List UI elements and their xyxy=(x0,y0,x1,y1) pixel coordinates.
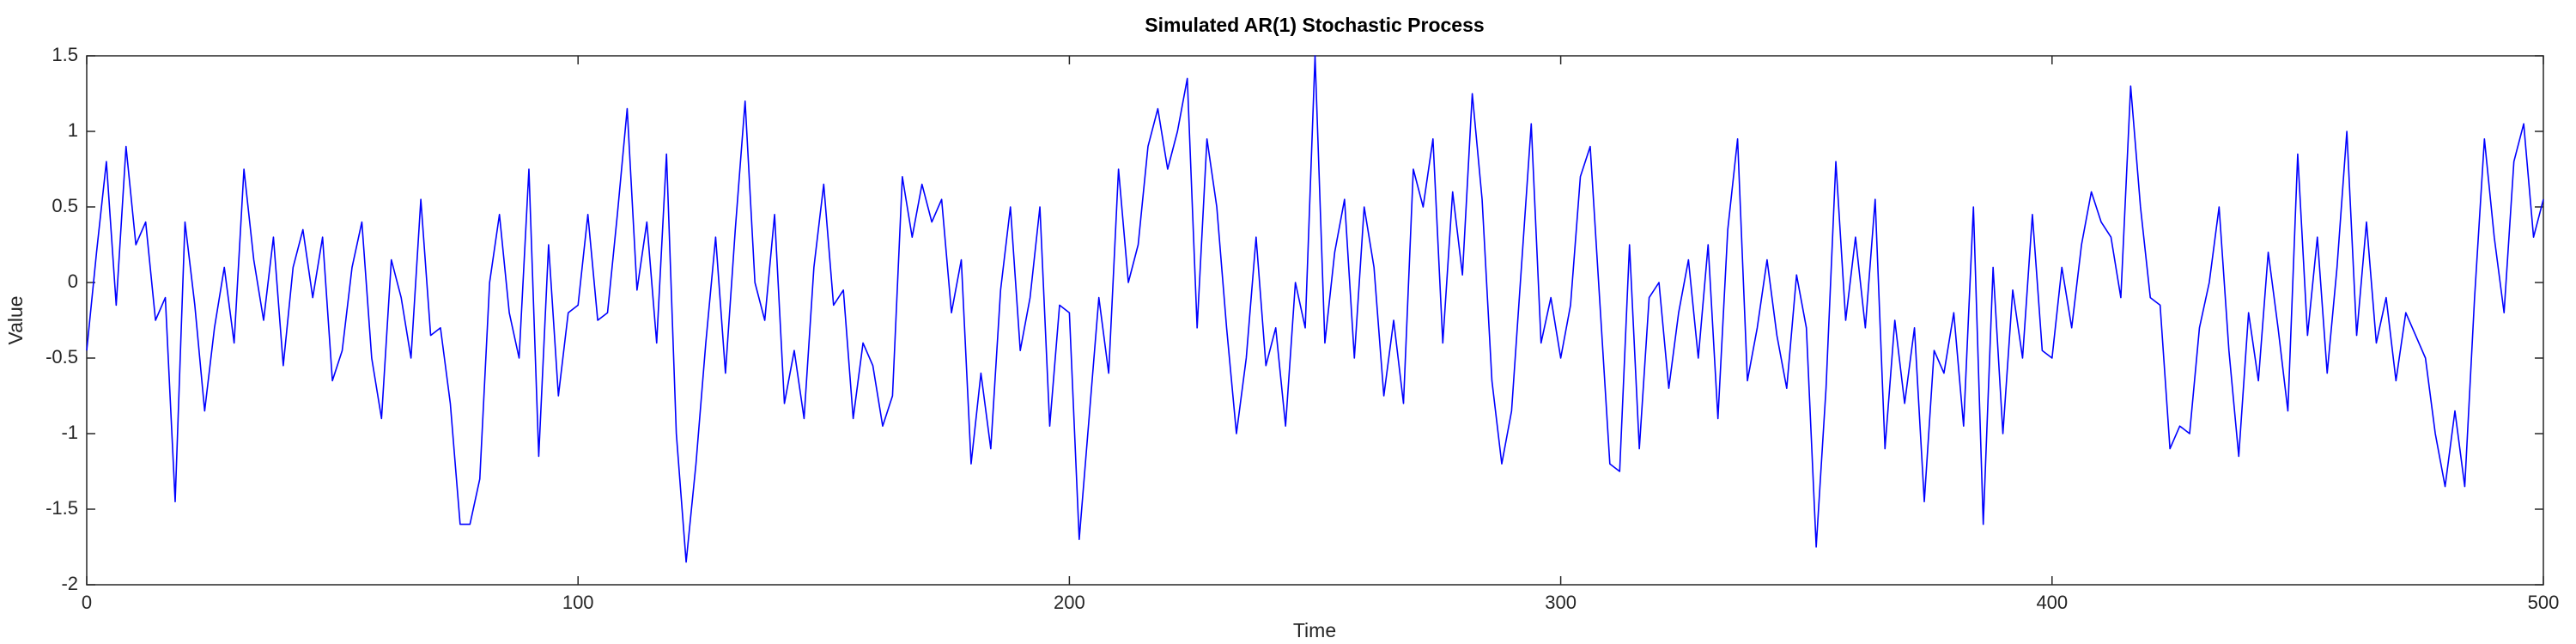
y-tick-label: -0.5 xyxy=(46,346,78,368)
data-line xyxy=(86,55,2544,563)
y-axis-label: Value xyxy=(4,295,27,344)
x-tick-label: 500 xyxy=(2528,592,2560,613)
x-tick-label: 200 xyxy=(1054,592,1085,613)
x-tick-label: 300 xyxy=(1545,592,1577,613)
plot-area xyxy=(86,55,2544,586)
x-tick-label: 0 xyxy=(82,592,92,613)
y-tick-label: 1 xyxy=(68,119,78,141)
y-tick-label: 0 xyxy=(68,270,78,292)
y-tick-label: -1 xyxy=(61,422,78,443)
y-tick-label: -2 xyxy=(61,573,78,594)
x-tick-label: 400 xyxy=(2036,592,2068,613)
y-tick-label: 1.5 xyxy=(52,44,78,65)
y-tick-label: 0.5 xyxy=(52,195,78,216)
y-tick-label: -1.5 xyxy=(46,497,78,519)
x-axis-label: Time xyxy=(1293,619,1336,641)
x-tick-label: 100 xyxy=(562,592,594,613)
chart-title: Simulated AR(1) Stochastic Process xyxy=(1145,14,1484,36)
